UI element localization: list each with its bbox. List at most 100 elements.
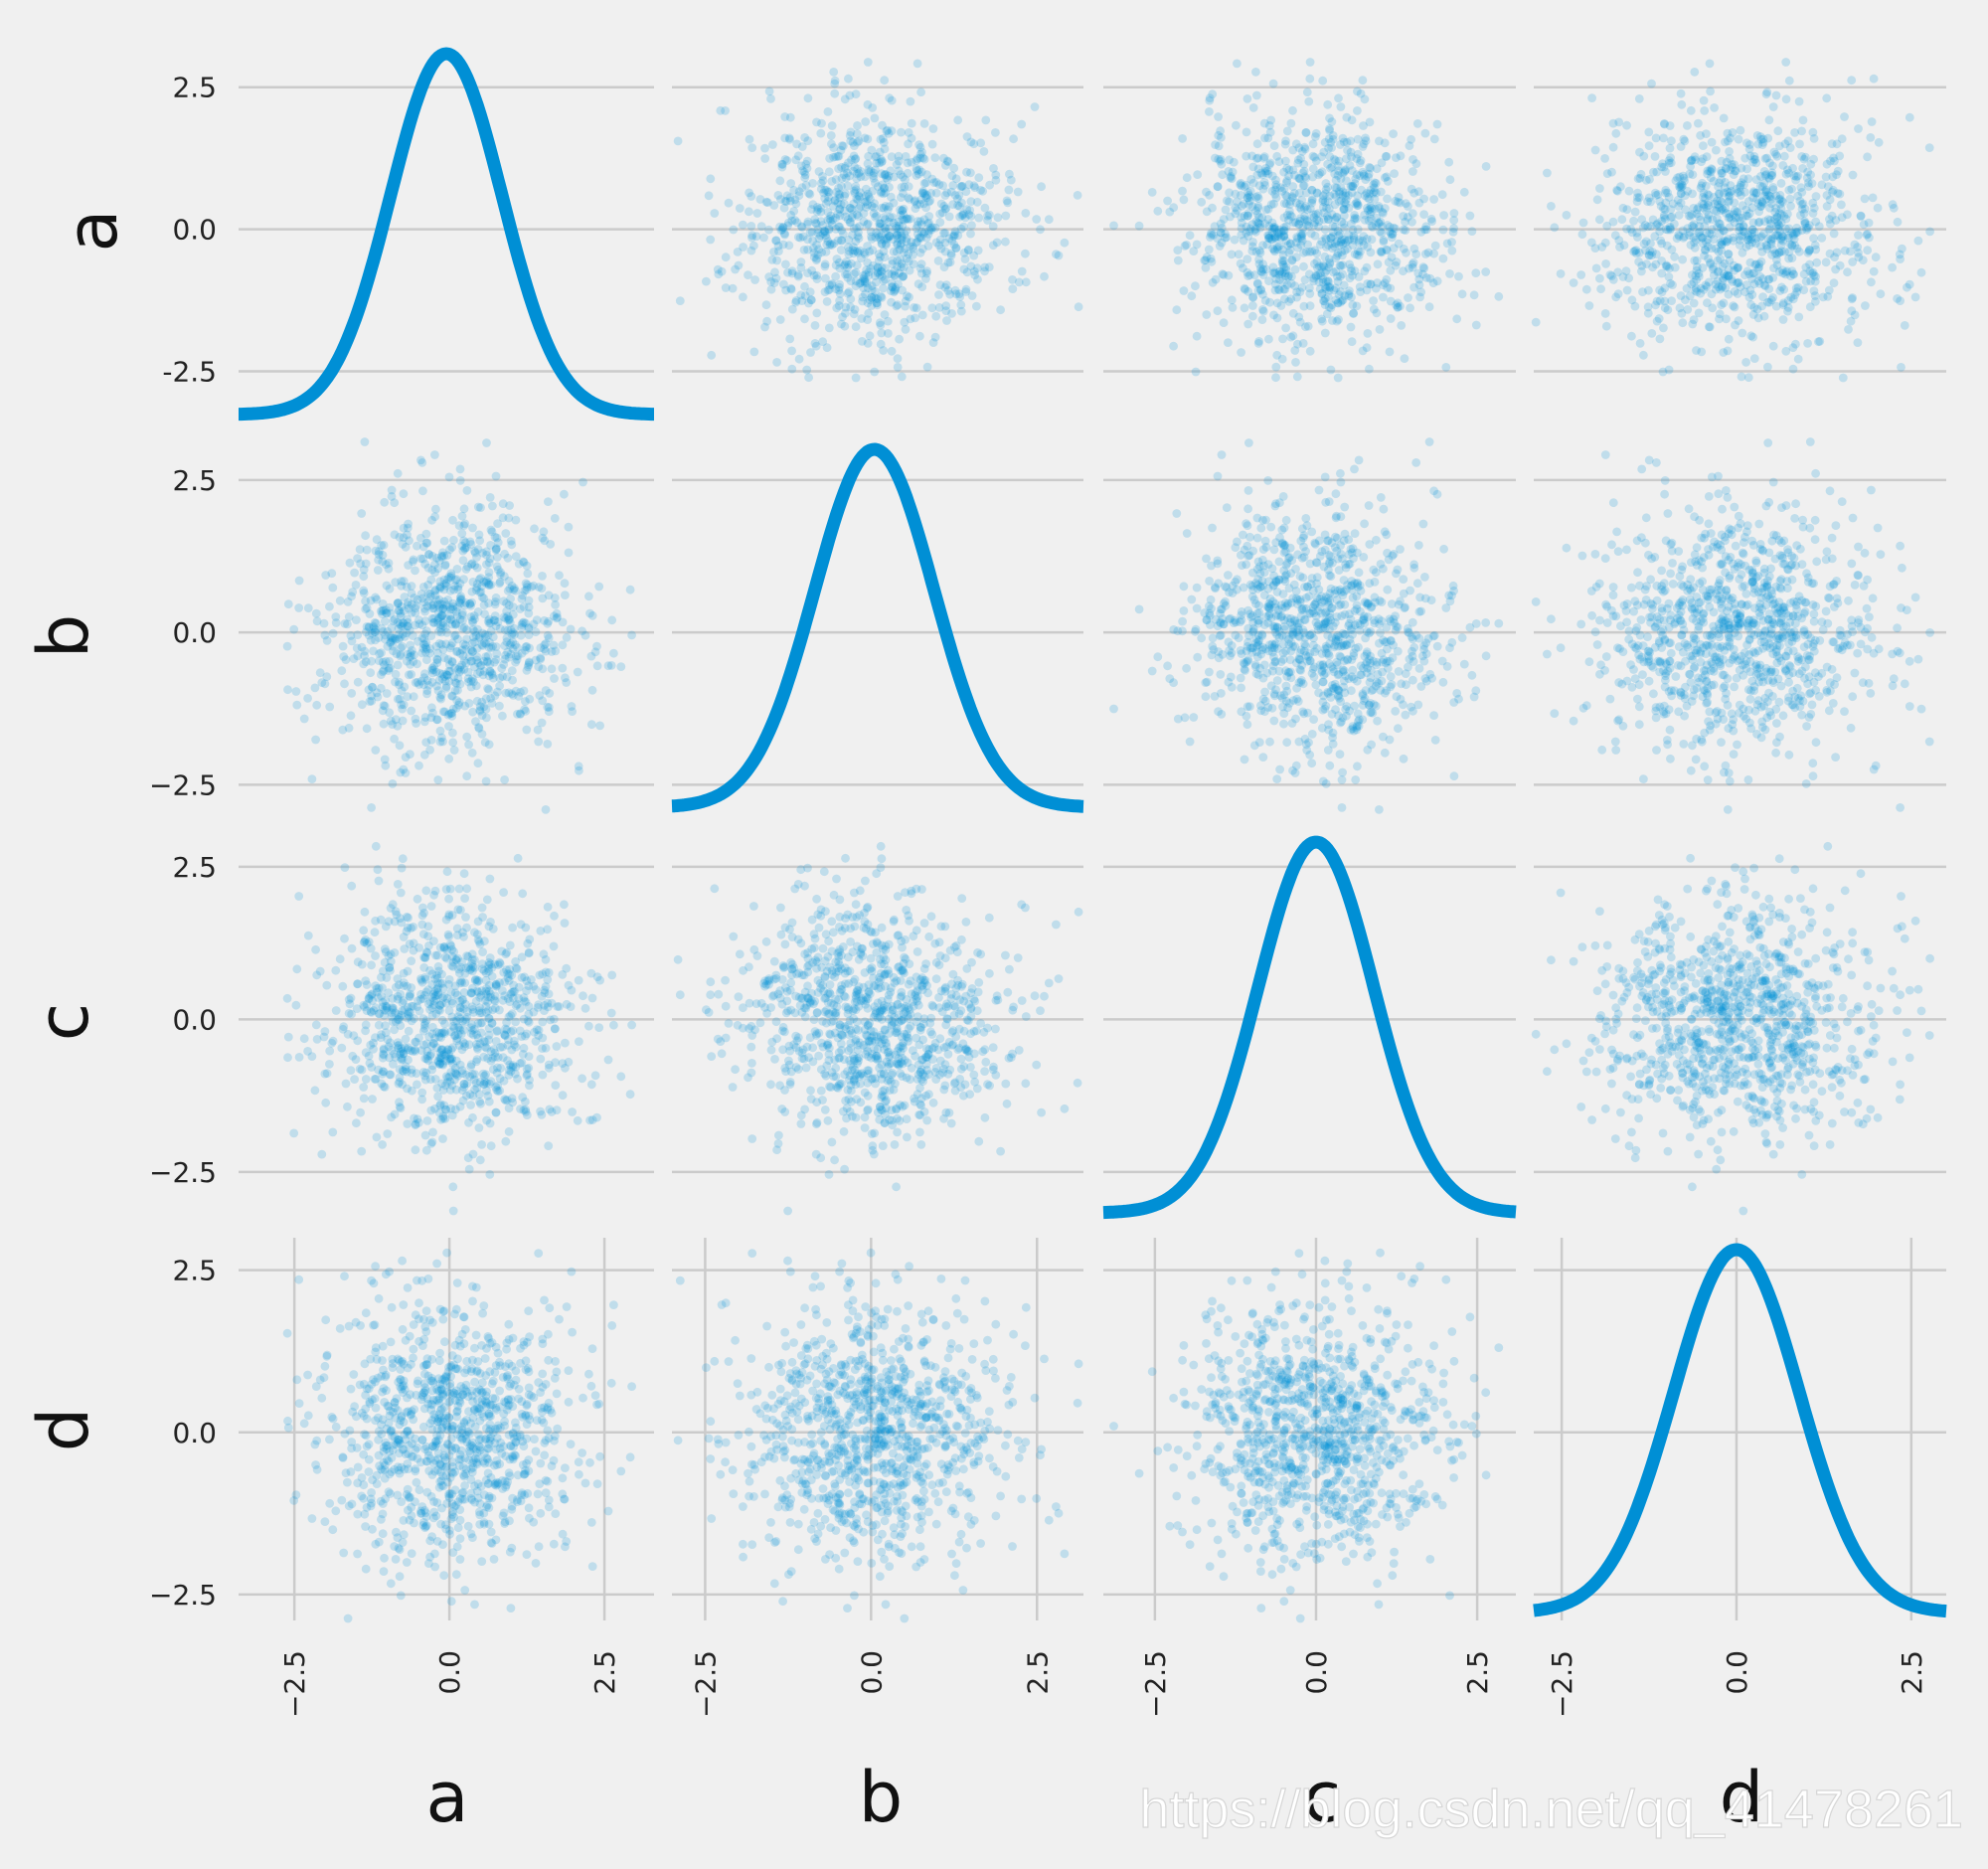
scatter-point: [1226, 173, 1236, 183]
scatter-point: [566, 624, 576, 634]
scatter-point: [1309, 715, 1318, 724]
scatter-point: [1294, 678, 1304, 687]
scatter-point: [899, 262, 909, 272]
scatter-point: [916, 195, 926, 205]
scatter-point: [808, 200, 818, 210]
scatter-point: [717, 266, 727, 276]
scatter-point: [1173, 246, 1183, 255]
scatter-point: [1268, 621, 1278, 631]
scatter-point: [817, 118, 826, 128]
scatter-point: [966, 197, 976, 207]
scatter-point: [797, 142, 807, 151]
scatter-point: [928, 338, 938, 347]
scatter-point: [882, 239, 891, 249]
scatter-point: [1270, 224, 1279, 234]
scatter-point: [898, 206, 908, 216]
scatter-point: [1794, 247, 1804, 256]
scatter-point: [1227, 295, 1237, 305]
scatter-point: [368, 682, 377, 692]
scatter-point: [795, 233, 805, 243]
scatter-point: [1694, 118, 1703, 128]
scatter-point: [893, 354, 903, 363]
scatter-point: [1326, 365, 1336, 375]
scatter-point: [824, 167, 834, 177]
scatter-point: [1644, 193, 1654, 203]
scatter-point: [1670, 252, 1679, 261]
scatter-point: [340, 679, 349, 689]
scatter-point: [786, 284, 796, 294]
scatter-point: [916, 268, 926, 278]
scatter-point: [1787, 184, 1796, 194]
scatter-point: [903, 214, 911, 224]
scatter-point: [917, 228, 926, 237]
scatter-point: [892, 223, 902, 233]
scatter-point: [411, 714, 420, 724]
scatter-point: [1259, 152, 1269, 162]
scatter-point: [1399, 589, 1408, 598]
scatter-point: [778, 160, 787, 169]
scatter-point: [917, 244, 927, 254]
scatter-point: [745, 188, 753, 198]
scatter-point: [1424, 302, 1434, 312]
scatter-point: [362, 724, 372, 734]
scatter-point: [1243, 655, 1253, 664]
scatter-point: [773, 242, 783, 251]
scatter-point: [895, 334, 904, 344]
scatter-point: [955, 292, 965, 301]
scatter-point: [863, 219, 873, 229]
scatter-point: [751, 232, 761, 242]
scatter-point: [721, 253, 731, 262]
scatter-point: [1754, 207, 1764, 217]
scatter-point: [831, 225, 841, 234]
scatter-point: [1794, 96, 1804, 106]
scatter-point: [1600, 309, 1610, 318]
scatter-point: [1356, 156, 1366, 165]
scatter-point: [545, 689, 555, 698]
scatter-point: [848, 246, 858, 255]
scatter-point: [1780, 139, 1790, 149]
scatter-point: [897, 193, 906, 203]
scatter-point: [564, 548, 574, 558]
scatter-point: [935, 280, 945, 290]
scatter-point: [426, 631, 436, 640]
scatter-point: [1681, 295, 1690, 305]
scatter-point: [915, 233, 925, 243]
scatter-point: [374, 633, 384, 642]
scatter-point: [870, 199, 879, 209]
scatter-point: [427, 515, 436, 525]
scatter-point: [885, 93, 895, 102]
scatter-point: [574, 762, 583, 771]
scatter-point: [1778, 300, 1788, 310]
scatter-point: [847, 205, 857, 214]
scatter-point: [398, 704, 407, 714]
scatter-point: [750, 275, 759, 284]
scatter-point: [491, 597, 500, 606]
scatter-point: [1806, 276, 1816, 286]
scatter-point: [1305, 346, 1315, 356]
scatter-point: [969, 251, 979, 260]
scatter-point: [1380, 748, 1390, 758]
scatter-point: [468, 523, 477, 533]
scatter-point: [782, 191, 792, 201]
scatter-point: [1204, 245, 1214, 255]
scatter-point: [439, 536, 449, 546]
scatter-point: [830, 79, 840, 88]
scatter-point: [493, 565, 503, 575]
scatter-point: [747, 231, 757, 241]
scatter-point: [919, 199, 928, 209]
scatter-point: [1803, 339, 1812, 348]
scatter-point: [859, 283, 869, 293]
scatter-point: [897, 235, 907, 245]
scatter-point: [1449, 216, 1459, 225]
scatter-point: [355, 545, 365, 554]
scatter-point: [899, 210, 909, 220]
scatter-point: [1163, 661, 1172, 671]
scatter-point: [1716, 238, 1726, 248]
scatter-point: [1258, 184, 1268, 194]
scatter-point: [830, 196, 839, 206]
scatter-point: [880, 253, 890, 262]
scatter-point: [848, 137, 858, 147]
scatter-point: [830, 88, 840, 98]
scatter-point: [1391, 707, 1401, 716]
scatter-point: [1895, 250, 1905, 259]
